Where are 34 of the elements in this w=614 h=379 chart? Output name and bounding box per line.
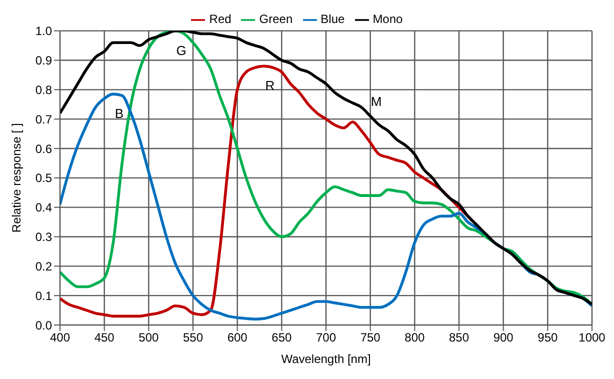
x-tick-label: 650	[272, 330, 292, 345]
annotation: G	[176, 42, 186, 58]
y-tick-label: 0.8	[35, 82, 52, 97]
annotation: M	[370, 94, 382, 110]
y-tick-label: 0.0	[35, 318, 52, 332]
y-tick-label: 0.2	[35, 259, 52, 274]
legend-label: Red	[209, 12, 232, 26]
x-tick-label: 400	[50, 330, 70, 345]
x-axis-title: Wavelength [nm]	[281, 352, 371, 366]
y-tick-label: 0.1	[35, 288, 52, 303]
annotation: B	[114, 106, 124, 122]
x-tick-label: 950	[538, 330, 558, 345]
x-tick-label: 500	[138, 330, 159, 345]
y-tick-label: 0.6	[35, 142, 52, 156]
annotation: R	[265, 78, 275, 94]
x-tick-label: 900	[493, 330, 514, 345]
y-tick-label: 0.3	[35, 230, 52, 244]
x-tick-label: 600	[227, 330, 248, 345]
y-tick-label: 0.7	[35, 112, 52, 126]
y-tick-label: 0.4	[35, 200, 52, 215]
x-tick-label: 800	[404, 330, 425, 345]
y-axis-title: Relative response [ ]	[9, 123, 24, 233]
x-tick-label: 550	[182, 330, 204, 345]
x-tick-label: 1000	[578, 330, 606, 345]
x-tick-label: 850	[448, 330, 470, 345]
legend-label: Mono	[372, 12, 403, 26]
legend-label: Blue	[320, 12, 345, 26]
x-tick-label: 450	[94, 330, 115, 345]
y-tick-label: 0.5	[35, 171, 52, 186]
x-tick-label: 700	[316, 330, 336, 345]
x-tick-label: 750	[360, 330, 381, 345]
y-tick-label: 1.0	[35, 24, 52, 38]
legend-label: Green	[259, 12, 293, 26]
y-tick-label: 0.9	[35, 54, 52, 68]
